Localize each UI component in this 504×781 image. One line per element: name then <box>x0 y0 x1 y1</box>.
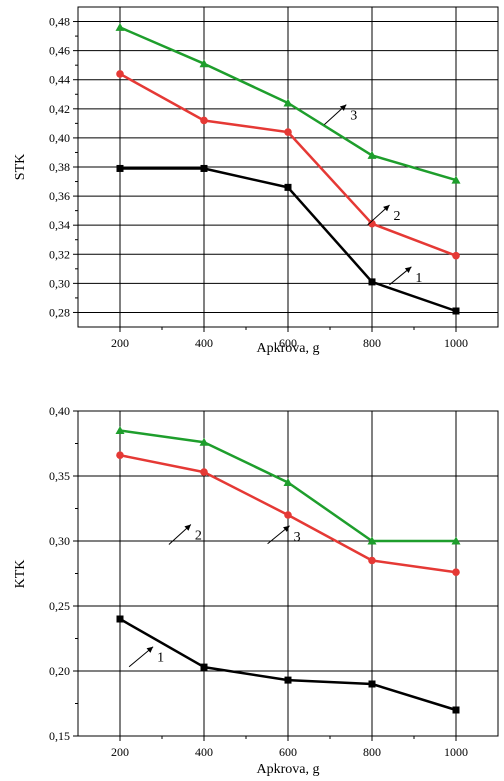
stk-series-1-point <box>116 164 124 172</box>
stk-annotation-arrowhead-1 <box>404 266 412 273</box>
stk-chart: 200 400 600 800 1000 0,28 0,30 0,32 0,34 0,36 0,38… <box>13 6 499 356</box>
stk-y-tick-label: 0,34 <box>49 218 70 232</box>
ktk-y-axis-title: KTK <box>13 560 28 589</box>
stk-annotations: 1 2 3 <box>323 104 422 286</box>
stk-y-tick-label: 0,40 <box>49 131 70 145</box>
stk-series-3-point <box>283 98 293 107</box>
ktk-x-tick-label: 600 <box>279 745 297 759</box>
ktk-y-tick-label: 0,35 <box>49 469 70 483</box>
ktk-series-2-point <box>452 568 460 576</box>
stk-y-tick-label: 0,48 <box>49 15 70 29</box>
stk-series <box>115 22 461 315</box>
stk-x-axis-title: Apkrova, g <box>257 341 320 356</box>
ktk-series-2-point <box>284 511 292 519</box>
stk-grid <box>78 7 498 327</box>
stk-series-3-point <box>199 59 209 68</box>
stk-annotation-arrowhead-3 <box>339 104 347 111</box>
ktk-annotations: 1 2 3 <box>128 524 301 668</box>
stk-series-1-point <box>452 307 460 315</box>
ktk-series-3-point <box>367 536 377 545</box>
ktk-series <box>115 426 461 714</box>
stk-x-tick-label: 1000 <box>444 336 468 350</box>
ktk-annotation-label-3: 3 <box>294 530 301 545</box>
stk-y-tick-label: 0,46 <box>49 44 70 58</box>
stk-series-3-point <box>451 175 461 184</box>
stk-x-tick-label: 600 <box>279 336 297 350</box>
ktk-annotation-label-1: 1 <box>157 651 164 666</box>
stk-y-axis-title: STK <box>13 154 28 180</box>
stk-series-1-point <box>284 183 292 191</box>
stk-series-1-point <box>368 278 376 286</box>
ktk-series-1-point <box>368 680 376 688</box>
stk-y-tick-label: 0,38 <box>49 160 70 174</box>
ktk-x-tick-label: 800 <box>363 745 381 759</box>
ktk-series-1-point <box>200 663 208 671</box>
ktk-ticks: 200 400 600 800 1000 0,15 0,20 0,25 0,30 0,35 0,40 <box>49 404 468 759</box>
ktk-series-2-point <box>200 468 208 476</box>
ktk-series-1-point <box>116 615 124 623</box>
ktk-annotation-label-2: 2 <box>195 529 202 544</box>
ktk-series-3-point <box>115 426 125 434</box>
ktk-series-1-point <box>452 706 460 714</box>
ktk-annotation-arrowhead-1 <box>146 646 154 653</box>
ktk-y-tick-label: 0,20 <box>49 664 70 678</box>
ktk-y-tick-label: 0,15 <box>49 729 70 743</box>
stk-annotation-label-1: 1 <box>415 271 422 286</box>
ktk-x-tick-label: 200 <box>111 745 129 759</box>
ktk-x-tick-label: 1000 <box>444 745 468 759</box>
stk-x-tick-label: 200 <box>111 336 129 350</box>
ktk-series-3-point <box>199 437 209 446</box>
stk-y-tick-label: 0,28 <box>49 305 70 319</box>
stk-series-2-point <box>200 116 208 125</box>
ktk-y-tick-label: 0,40 <box>49 404 70 418</box>
stk-annotation-label-2: 2 <box>394 209 401 224</box>
ktk-x-tick-label: 400 <box>195 745 213 759</box>
stk-y-tick-label: 0,36 <box>49 189 70 203</box>
stk-annotation-label-3: 3 <box>350 109 357 124</box>
ktk-series-3-point <box>451 536 461 545</box>
ktk-chart: 200 400 600 800 1000 0,15 0,20 0,25 0,30 0,35 0,40… <box>13 404 499 777</box>
ktk-y-tick-label: 0,25 <box>49 599 70 613</box>
stk-y-tick-label: 0,44 <box>49 73 70 87</box>
stk-series-2-point <box>452 251 460 260</box>
ktk-x-axis-title: Apkrova, g <box>257 762 320 777</box>
ktk-annotation-arrowhead-2 <box>184 524 191 531</box>
stk-series-2-point <box>116 70 124 78</box>
stk-series-2-point <box>368 219 376 228</box>
ktk-grid <box>78 410 498 737</box>
ktk-series-2-point <box>116 451 124 460</box>
ktk-series-2-point <box>368 556 376 565</box>
stk-series-3-point <box>367 150 377 159</box>
stk-ticks: 200 400 600 800 1000 0,28 0,30 0,32 0,34 0,36 0,38… <box>49 15 468 350</box>
stk-series-3-point <box>115 22 125 31</box>
ktk-series-1-point <box>284 676 292 684</box>
stk-y-tick-label: 0,32 <box>49 247 70 261</box>
ktk-series-3-point <box>283 478 293 486</box>
stk-y-tick-label: 0,42 <box>49 102 70 116</box>
ktk-annotation-arrowhead-3 <box>283 525 290 532</box>
stk-x-tick-label: 800 <box>363 336 381 350</box>
stk-x-tick-label: 400 <box>195 336 213 350</box>
stk-y-tick-label: 0,30 <box>49 276 70 290</box>
stk-annotation-arrowhead-2 <box>383 205 390 212</box>
ktk-y-tick-label: 0,30 <box>49 534 70 548</box>
stk-series-2-point <box>284 128 292 136</box>
stk-series-1-point <box>200 164 208 172</box>
